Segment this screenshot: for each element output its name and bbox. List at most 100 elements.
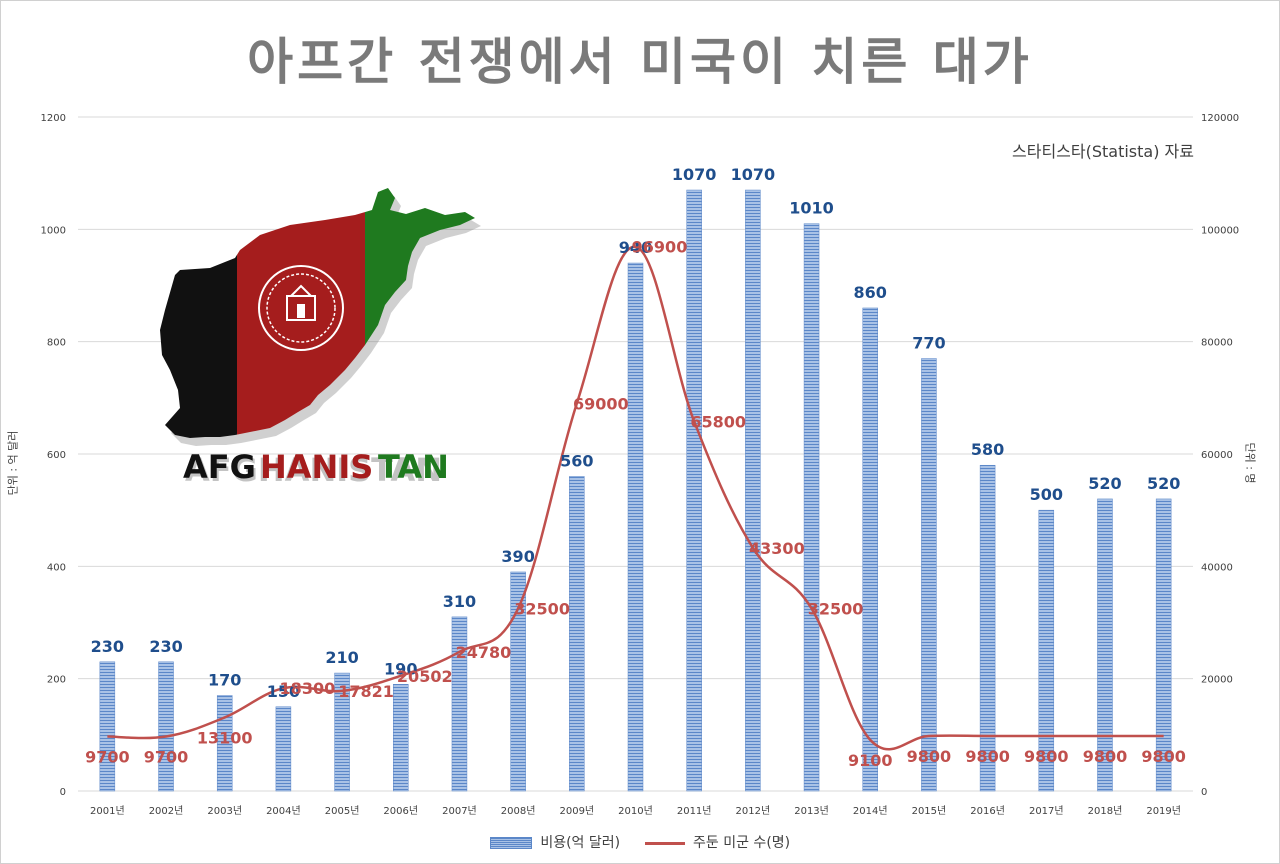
right-axis-ticks: 0 20000 40000 60000 80000 100000 120000 xyxy=(1201,113,1239,798)
right-tick-label: 40000 xyxy=(1201,562,1233,573)
left-tick-label: 1200 xyxy=(41,113,66,124)
x-tick-label: 2015년 xyxy=(912,805,947,817)
line-value-label: 9800 xyxy=(1024,747,1069,766)
line-value-label: 9800 xyxy=(1141,747,1186,766)
bar xyxy=(99,661,116,792)
x-tick-label: 2018년 xyxy=(1088,805,1123,817)
bar xyxy=(745,189,761,792)
line-value-label: 13100 xyxy=(197,728,253,747)
left-tick-label: 1000 xyxy=(41,225,66,236)
legend-label-cost: 비용(억 달러) xyxy=(540,835,621,851)
bar-value-label: 940 xyxy=(619,238,652,257)
bar-value-label: 170 xyxy=(208,671,241,690)
line-value-label: 9700 xyxy=(144,748,189,767)
right-tick-label: 60000 xyxy=(1201,450,1233,461)
x-tick-label: 2001년 xyxy=(90,805,125,817)
bar-value-label: 860 xyxy=(854,283,887,302)
line-value-label: 20502 xyxy=(397,667,453,686)
svg-text:HANIS: HANIS xyxy=(260,448,373,486)
line-value-label: 32500 xyxy=(514,599,570,618)
x-tick-label: 2017년 xyxy=(1029,805,1064,817)
line-value-label: 96900 xyxy=(632,238,688,257)
line-value-label: 24780 xyxy=(456,643,512,662)
line-value-label: 69000 xyxy=(573,394,629,413)
legend-bar-swatch xyxy=(489,837,532,849)
x-tick-label: 2003년 xyxy=(207,805,242,817)
bar xyxy=(803,223,820,792)
flag-emblem xyxy=(258,265,344,351)
x-tick-label: 2014년 xyxy=(853,805,888,817)
bar xyxy=(334,672,350,792)
right-tick-label: 0 xyxy=(1201,787,1207,798)
left-tick-label: 800 xyxy=(47,338,66,349)
x-tick-label: 2004년 xyxy=(266,805,301,817)
svg-text:AFGHANISTAN: AFGHANISTAN xyxy=(185,451,442,489)
legend-item-troops: 주둔 미군 수(명) xyxy=(644,832,791,852)
chart-title: 아프간 전쟁에서 미국이 치른 대가 xyxy=(247,33,1033,91)
bar xyxy=(158,661,174,792)
left-tick-label: 0 xyxy=(60,787,66,798)
x-tick-label: 2019년 xyxy=(1146,805,1181,817)
bar-data-labels: 230 230 170 150 210 190 310 390 560 940 1070 1070 10… xyxy=(91,165,1181,701)
bar xyxy=(510,571,526,792)
bar-value-label: 1010 xyxy=(789,199,834,218)
line-value-label: 17821 xyxy=(338,682,394,701)
left-axis-title: 단위 : 억 달러 xyxy=(6,430,20,496)
left-tick-label: 400 xyxy=(47,562,66,573)
right-tick-label: 20000 xyxy=(1201,675,1233,686)
x-tick-label: 2002년 xyxy=(149,805,184,817)
bar-value-label: 390 xyxy=(501,547,534,566)
line-series xyxy=(107,245,1164,751)
line-value-label: 9700 xyxy=(85,748,130,767)
troops-line xyxy=(107,245,1164,751)
bar xyxy=(686,189,702,792)
bar xyxy=(569,476,585,792)
bar-value-label: 560 xyxy=(560,451,593,470)
left-axis-ticks: 0 200 400 600 800 1000 1200 xyxy=(41,113,66,798)
line-value-label: 43300 xyxy=(749,539,805,558)
bar-value-label: 230 xyxy=(149,637,182,656)
bar xyxy=(921,358,937,792)
legend: 비용(억 달러) 주둔 미군 수(명) xyxy=(0,832,1280,852)
x-tick-label: 2008년 xyxy=(501,805,536,817)
svg-text:TAN: TAN xyxy=(378,448,449,486)
bar xyxy=(627,262,644,792)
bar-value-label: 190 xyxy=(384,659,417,678)
bar-value-label: 310 xyxy=(443,592,476,611)
line-value-label: 9100 xyxy=(848,751,893,770)
line-value-label: 32500 xyxy=(808,599,864,618)
svg-text:AFG: AFG xyxy=(183,448,256,486)
bar xyxy=(275,706,292,792)
bar xyxy=(1155,498,1172,792)
line-value-label: 9800 xyxy=(907,747,952,766)
x-tick-label: 2010년 xyxy=(618,805,653,817)
bar-value-label: 500 xyxy=(1030,485,1063,504)
x-tick-label: 2016년 xyxy=(970,805,1005,817)
x-tick-label: 2011년 xyxy=(677,805,712,817)
right-axis-title: 단위 : 명 xyxy=(1243,442,1257,484)
line-value-label: 9800 xyxy=(965,747,1010,766)
x-tick-label: 2007년 xyxy=(442,805,477,817)
legend-line-swatch xyxy=(644,841,685,845)
bar-value-label: 520 xyxy=(1088,474,1121,493)
legend-item-cost: 비용(억 달러) xyxy=(489,832,621,852)
bar xyxy=(1038,509,1055,792)
right-tick-label: 80000 xyxy=(1201,338,1233,349)
legend-label-troops: 주둔 미군 수(명) xyxy=(693,835,791,851)
line-value-label: 65800 xyxy=(690,412,746,431)
line-value-label: 18300 xyxy=(280,679,336,698)
bar-value-label: 1070 xyxy=(731,165,776,184)
afghanistan-logo-text: AFGHANISTAN AFG HANIS TAN xyxy=(183,448,449,489)
bar-value-label: 210 xyxy=(325,648,358,667)
bar-series xyxy=(99,189,1172,792)
x-tick-label: 2013년 xyxy=(794,805,829,817)
bar xyxy=(862,307,878,792)
line-value-label: 9800 xyxy=(1083,747,1128,766)
x-tick-label: 2005년 xyxy=(325,805,360,817)
right-tick-label: 120000 xyxy=(1201,113,1239,124)
bar xyxy=(451,616,468,792)
bar xyxy=(1097,498,1113,792)
left-tick-label: 600 xyxy=(47,450,66,461)
